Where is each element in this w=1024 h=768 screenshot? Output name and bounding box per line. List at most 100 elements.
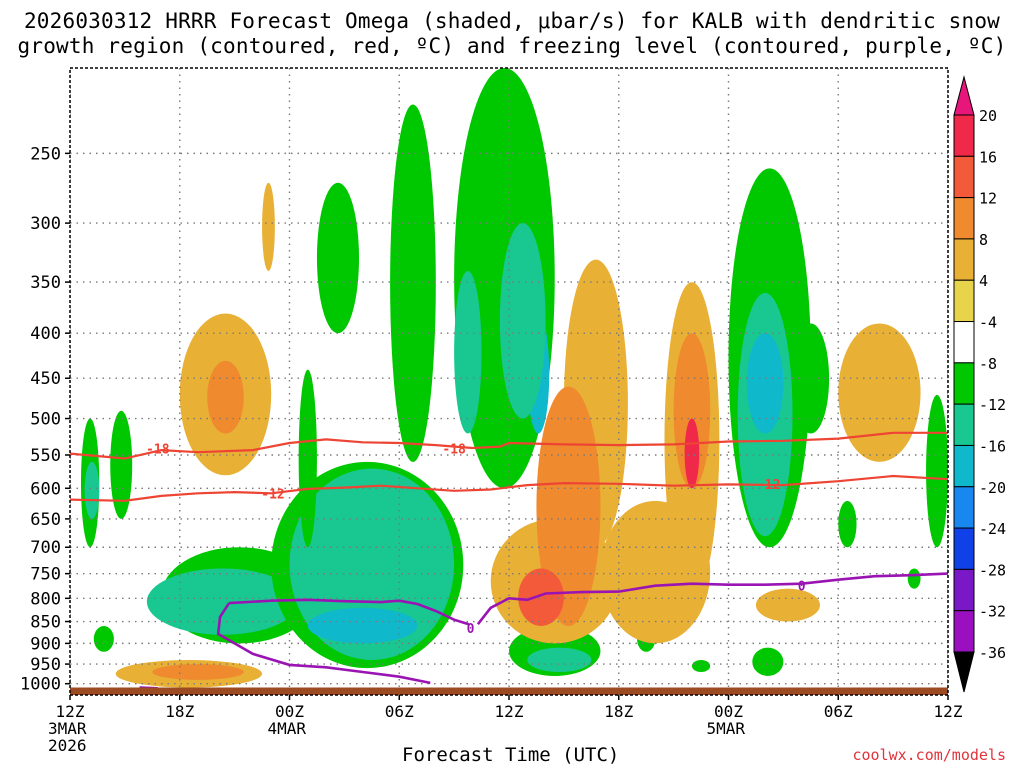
omega-shading	[80, 0, 948, 688]
y-tick-label-400: 400	[30, 324, 61, 344]
omega-region-38	[684, 418, 700, 489]
colorbar-swatch-8	[953, 444, 975, 488]
colorbar-bottom-arrow	[953, 651, 975, 693]
omega-region-17	[746, 333, 784, 434]
chart-title-line2: growth region (contoured, red, ºC) and f…	[17, 34, 1007, 58]
grid-lines	[70, 68, 948, 695]
omega-region-10	[316, 182, 360, 334]
dgz-label-minus18-b: -18	[442, 443, 466, 458]
y-tick-label-700: 700	[30, 538, 61, 558]
colorbar-label-12: -32	[979, 603, 1006, 621]
x-tick-label-0-1: 3MAR	[48, 719, 87, 738]
freezing-contour-1	[216, 602, 431, 685]
y-tick-label-1000: 1000	[20, 675, 61, 695]
y-tick-label-950: 950	[30, 655, 61, 675]
plot-frame	[69, 67, 949, 696]
colorbar-label-4: 4	[979, 272, 988, 290]
omega-region-7	[307, 607, 418, 644]
y-tick-label-750: 750	[30, 565, 61, 585]
freezing-contour-2	[476, 572, 948, 625]
omega-region-25	[93, 625, 114, 652]
y-tick-label-850: 850	[30, 613, 61, 633]
colorbar-label-11: -28	[979, 561, 1006, 579]
omega-region-12	[454, 270, 482, 434]
omega-region-27	[907, 568, 921, 589]
omega-region-4	[146, 568, 299, 635]
omega-region-21	[527, 647, 592, 673]
colorbar-swatch-2	[953, 197, 975, 240]
freezing-label-0: 0	[467, 622, 475, 637]
colorbar-label-6: -8	[979, 355, 997, 373]
dgz-label-minus12-b: -12	[757, 478, 780, 493]
colorbar-swatch-6	[953, 362, 975, 405]
x-tick-label-42-0: 06Z	[824, 702, 853, 721]
omega-region-37	[673, 333, 711, 489]
omega-region-42	[262, 182, 275, 271]
colorbar-swatch-5	[953, 321, 975, 364]
chart-title-line1: 2026030312 HRRR Forecast Omega (shaded, …	[23, 9, 1001, 33]
y-tick-label-300: 300	[30, 214, 61, 234]
colorbar-swatch-3	[953, 238, 975, 281]
colorbar-label-5: -4	[979, 314, 997, 332]
colorbar-top-arrow	[953, 75, 975, 116]
omega-region-29	[207, 360, 244, 434]
colorbar-swatch-11	[953, 568, 975, 612]
x-tick-label-36-1: 5MAR	[707, 719, 746, 738]
x-tick-label-24-0: 12Z	[495, 702, 524, 721]
omega-region-24	[691, 660, 711, 673]
colorbar-swatch-0	[953, 114, 975, 157]
x-tick-label-12-0: 00Z	[275, 702, 304, 721]
x-tick-label-30-0: 18Z	[604, 702, 633, 721]
colorbar-swatch-9	[953, 486, 975, 529]
colorbar: 20 16 12 8 4 -4 -8 -12 -16 -20 -24 -28 -32 -36	[953, 75, 1006, 693]
freezing-label-0-b: 0	[798, 580, 806, 595]
dgz-label-minus12: -12	[261, 487, 284, 502]
omega-region-8	[298, 369, 317, 548]
colorbar-label-9: -20	[979, 479, 1006, 497]
colorbar-swatch-7	[953, 403, 975, 446]
colorbar-label-7: -12	[979, 396, 1006, 414]
omega-region-2	[84, 461, 100, 519]
y-tick-label-800: 800	[30, 589, 61, 609]
x-axis-title: Forecast Time (UTC)	[402, 744, 620, 766]
colorbar-swatch-1	[953, 155, 975, 199]
omega-region-23	[752, 647, 784, 676]
colorbar-label-8: -16	[979, 437, 1006, 455]
colorbar-label-13: -36	[979, 644, 1006, 662]
colorbar-swatch-10	[953, 527, 975, 570]
y-tick-label-250: 250	[30, 144, 61, 164]
colorbar-label-1: 16	[979, 148, 997, 166]
omega-region-43	[445, 0, 463, 68]
colorbar-swatch-4	[953, 279, 975, 323]
y-tick-label-600: 600	[30, 479, 61, 499]
omega-region-19	[926, 394, 948, 548]
site-credit[interactable]: coolwx.com/models	[852, 746, 1006, 764]
omega-region-31	[152, 664, 244, 680]
x-tick-label-12-1: 4MAR	[268, 719, 307, 738]
y-tick-label-450: 450	[30, 369, 61, 389]
omega-region-41	[755, 588, 820, 622]
colorbar-label-2: 12	[979, 190, 997, 208]
colorbar-swatch-12	[953, 610, 975, 653]
omega-region-18	[792, 323, 830, 434]
y-tick-label-650: 650	[30, 510, 61, 530]
omega-region-39	[600, 500, 711, 644]
x-tick-label-18-0: 06Z	[385, 702, 414, 721]
y-tick-label-500: 500	[30, 410, 61, 430]
x-tick-label-0-0: 12Z	[56, 702, 85, 721]
omega-region-9	[390, 104, 436, 462]
ground-surface	[70, 687, 948, 695]
omega-region-35	[518, 568, 564, 626]
y-tick-label-900: 900	[30, 634, 61, 654]
x-tick-label-6-0: 18Z	[165, 702, 194, 721]
dgz-label-minus18: -18	[146, 443, 170, 458]
colorbar-label-0: 20	[979, 107, 997, 125]
dgz-contour-0	[70, 431, 948, 460]
x-tick-label-36-0: 00Z	[714, 702, 743, 721]
contours	[70, 431, 948, 690]
x-tick-label-0-2: 2026	[48, 736, 87, 755]
omega-region-1	[110, 410, 133, 519]
freezing-contour-0	[229, 598, 470, 626]
